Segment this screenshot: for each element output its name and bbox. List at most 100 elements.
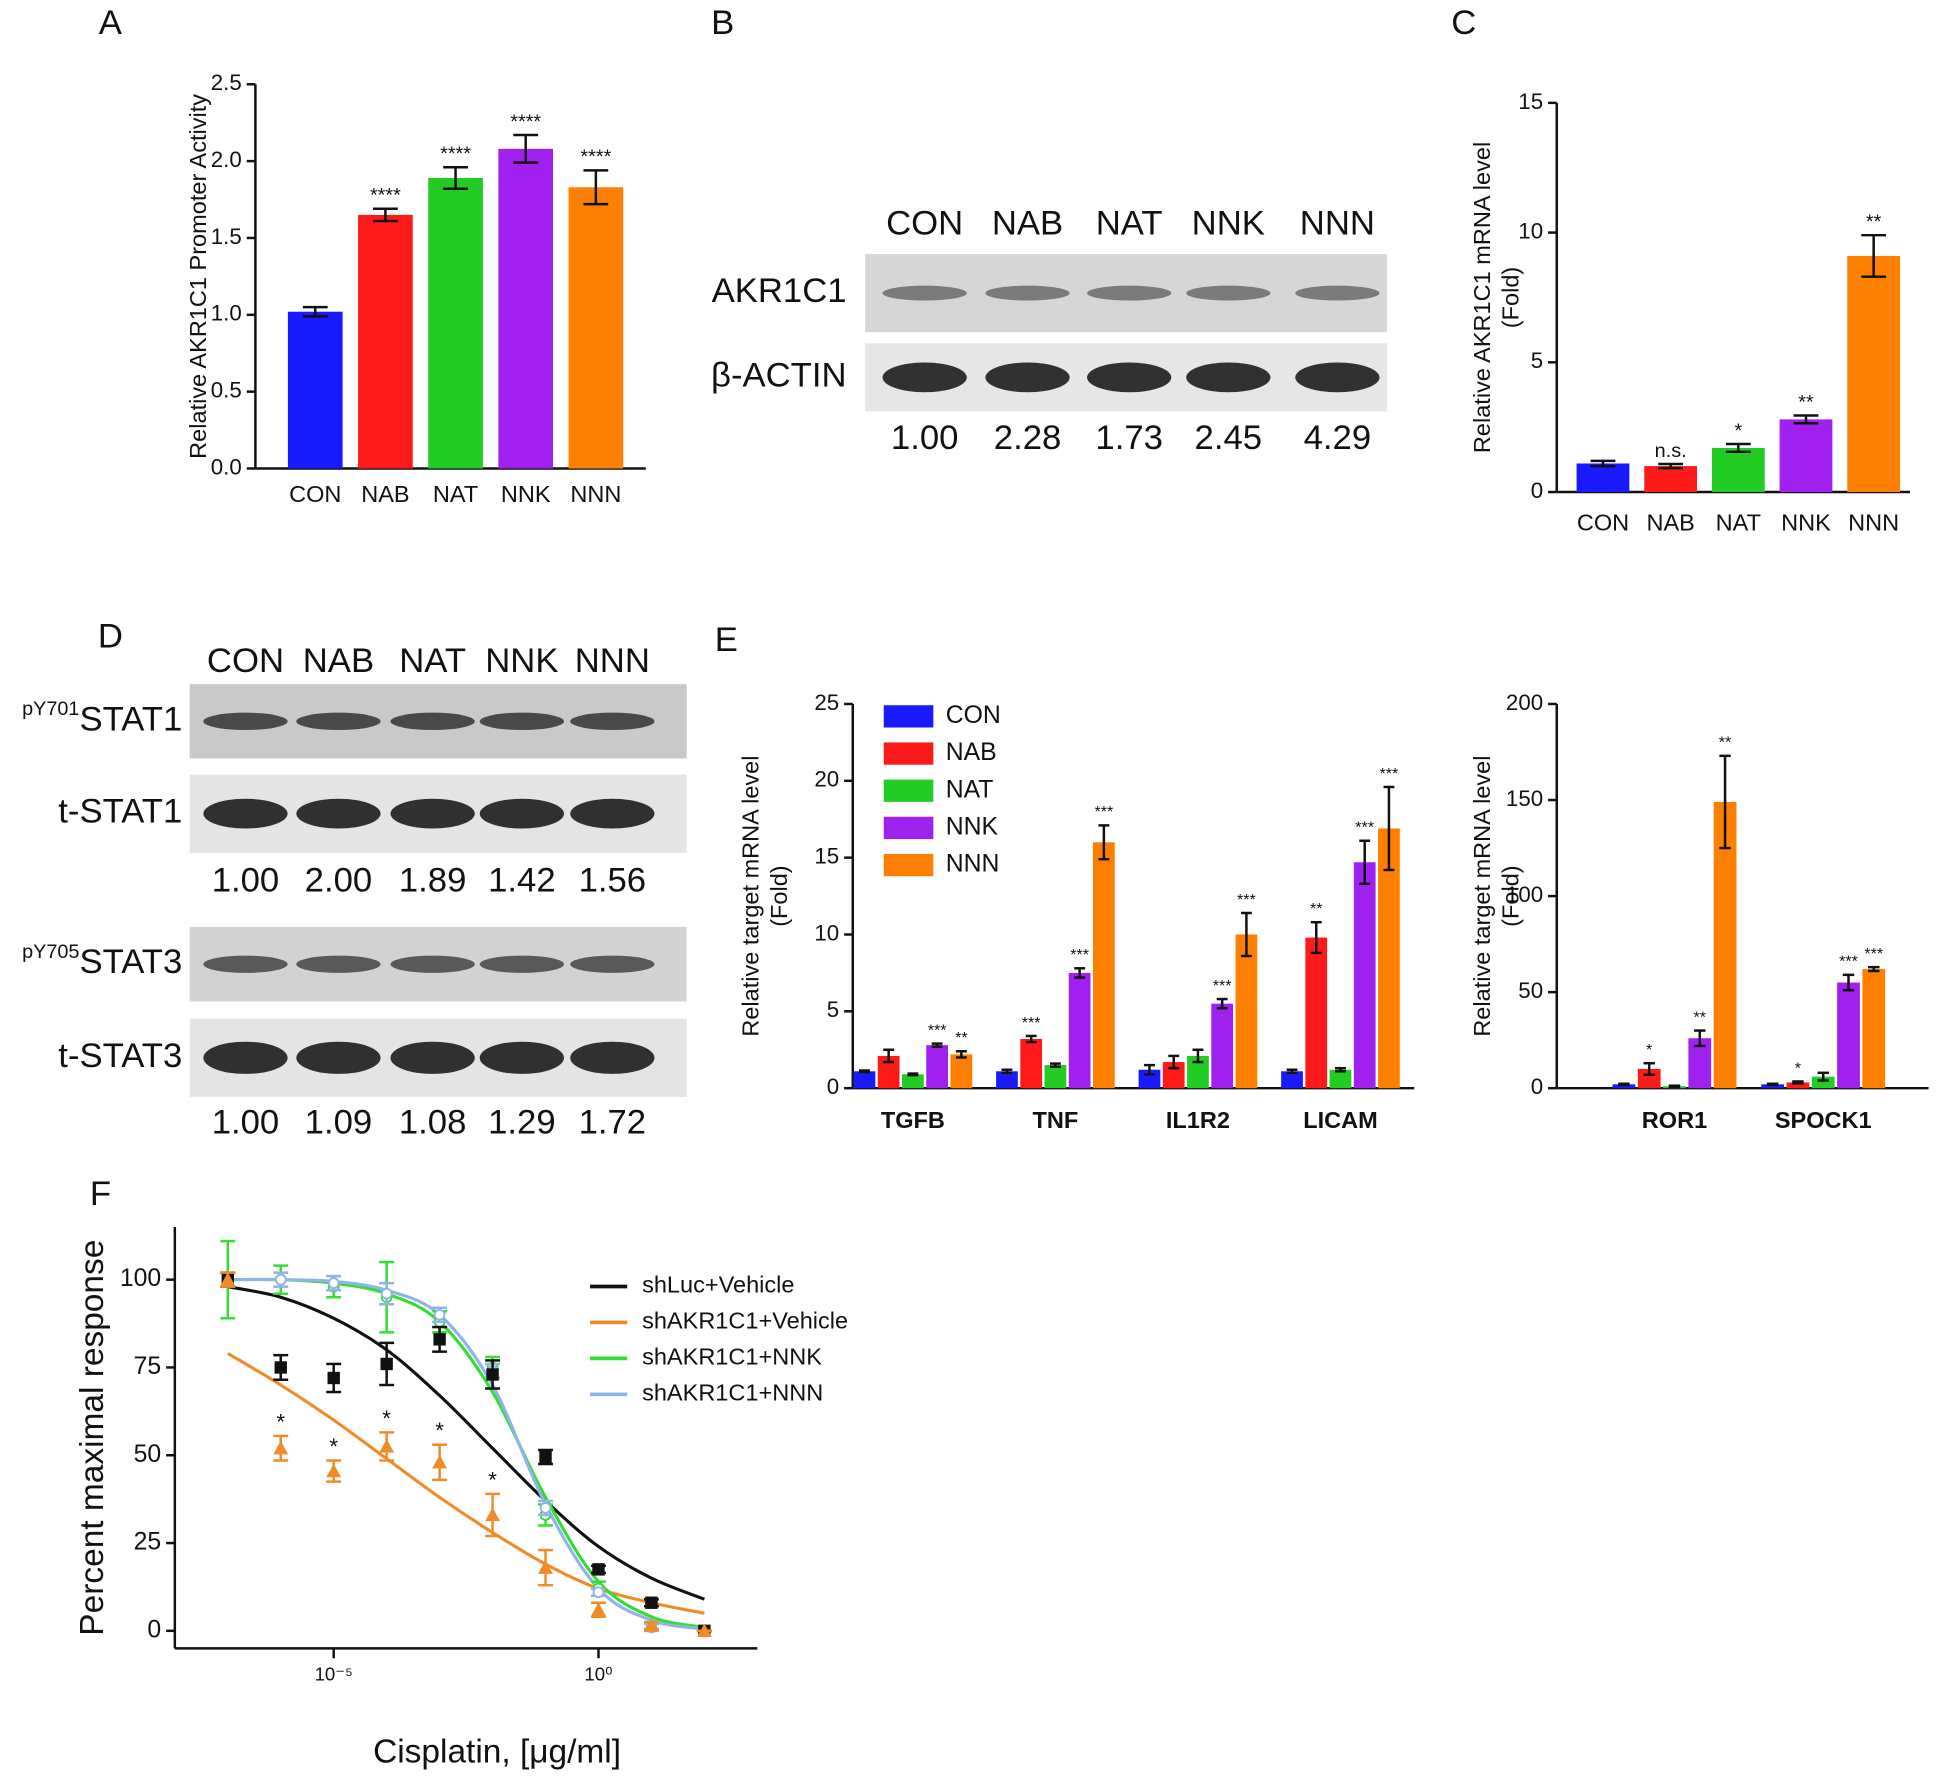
protein-band [203,955,288,973]
data-point [485,1507,501,1522]
legend-swatch [883,742,934,765]
protein-band [1295,362,1380,393]
bar [1378,828,1400,1089]
band-quantification: 1.89 [399,862,467,900]
protein-band [479,1041,565,1074]
protein-band [203,1041,288,1074]
row-label: t-STAT3 [58,1037,182,1075]
x-tick-label: CON [1577,509,1629,535]
error-bar [1842,973,1855,992]
y-tick-label: 1.0 [211,301,242,326]
bar [1305,937,1328,1089]
x-tick-label: NNK [501,481,551,507]
band-quantification: 1.72 [579,1103,647,1141]
lane-label: CON [886,205,963,243]
bar [1068,972,1091,1089]
legend-label: shAKR1C1+Vehicle [642,1308,848,1334]
legend-label: CON [946,702,1001,729]
band-quantification: 1.73 [1095,419,1163,457]
protein-band [985,285,1070,301]
error-bar [1792,1080,1804,1085]
error-bar [1861,233,1887,278]
data-point [379,1439,395,1453]
significance-label: **** [580,146,611,168]
error-bar [1658,462,1684,470]
error-bar [1793,414,1819,425]
bar [1576,463,1630,493]
protein-band [390,712,475,730]
legend-label: shAKR1C1+NNK [642,1344,822,1370]
band-quantification: 2.00 [305,862,373,900]
error-bar [1766,1082,1779,1087]
fit-curve [227,1277,705,1631]
data-point [643,1618,659,1632]
error-bar [1668,1084,1681,1089]
bar [1044,1065,1067,1089]
bar [1786,1082,1810,1089]
significance-label: *** [1213,977,1233,995]
y-tick-label: 15 [1518,89,1543,114]
x-tick-label: LICAM [1303,1107,1378,1133]
data-point [380,1287,393,1300]
significance-label: *** [928,1021,948,1039]
error-bar [302,305,328,318]
y-tick-label: 0 [827,1074,839,1099]
band-quantification: 2.28 [994,419,1062,457]
row-label: pY701STAT1 [22,698,182,738]
significance-label: ** [1310,900,1323,918]
y-tick-label: 5 [1531,348,1543,373]
y-tick-label: 1.5 [211,224,242,249]
band-quantification: 2.45 [1195,419,1263,457]
significance-label: * [329,1434,338,1459]
lane-label: NAB [303,642,374,680]
x-tick-label: NAT [1716,509,1761,535]
significance-label: * [488,1467,497,1492]
panel-letter: D [98,617,123,655]
bar [1713,801,1737,1089]
significance-label: * [276,1409,285,1434]
protein-band [882,362,967,393]
error-bar [1049,1062,1061,1068]
data-point [539,1502,552,1514]
legend-swatch [883,705,934,728]
significance-label: **** [370,185,401,207]
y-axis-label: Relative AKR1C1 Promoter Activity [185,94,211,459]
fit-curve [226,1352,705,1615]
lane-label: NNN [1300,205,1375,243]
y-tick-label: 15 [814,844,839,869]
bar [1235,934,1258,1089]
bar [1187,1055,1209,1089]
error-bar [583,169,609,206]
error-bar [1643,1061,1655,1076]
bar [877,1055,900,1089]
data-point [539,1450,552,1464]
row-label: t-STAT1 [58,793,182,831]
protein-band [882,285,967,301]
significance-label: ** [1694,1008,1707,1026]
data-point [274,1361,287,1374]
bar [1779,419,1833,493]
significance-label: *** [1864,945,1884,963]
protein-band [479,798,565,829]
protein-band [570,1041,655,1074]
significance-label: n.s. [1655,440,1687,462]
protein-band [985,362,1070,393]
x-tick-label: ROR1 [1642,1107,1707,1133]
significance-label: * [1795,1059,1802,1077]
data-point [433,1333,446,1346]
panel-letter: A [99,4,123,42]
error-bar [1286,1068,1298,1075]
data-point [327,1277,340,1290]
row-label: β-ACTIN [711,357,847,395]
band-quantification: 1.29 [488,1103,556,1141]
bar [996,1071,1018,1089]
significance-label: *** [1070,946,1090,964]
bar [926,1045,948,1089]
bar [1353,862,1376,1089]
legend-label: NAB [946,739,997,766]
y-tick-label: 200 [1506,690,1543,715]
y-tick-label: 2.0 [211,147,242,172]
y-tick-label: 0 [1531,478,1543,503]
protein-band [390,1041,475,1074]
bar [1020,1039,1043,1089]
